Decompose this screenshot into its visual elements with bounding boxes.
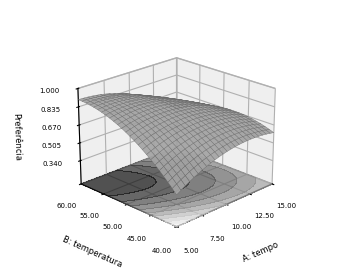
X-axis label: A: tempo: A: tempo (242, 240, 280, 263)
Y-axis label: B: temperatura: B: temperatura (61, 234, 123, 269)
